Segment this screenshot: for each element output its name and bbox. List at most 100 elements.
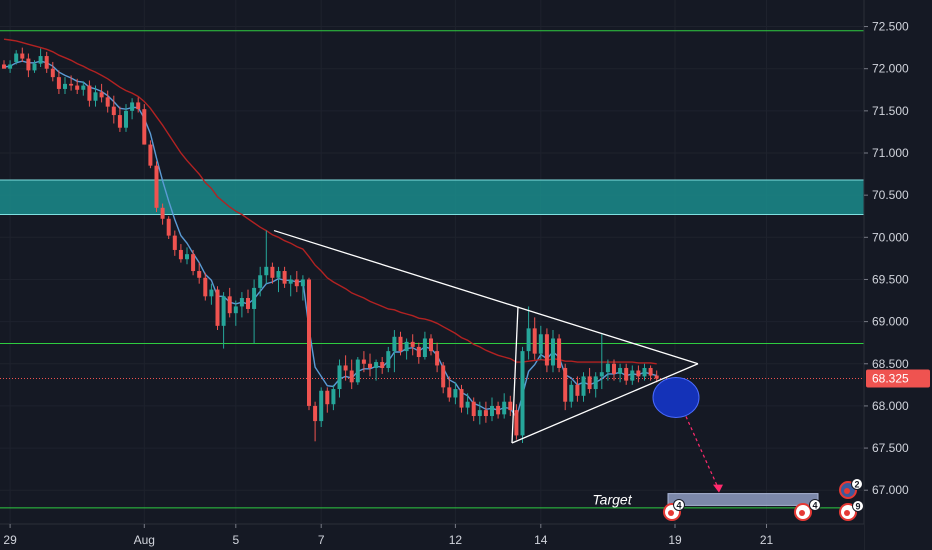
candle-body [374, 362, 379, 368]
y-tick-label: 69.500 [872, 272, 909, 286]
candle [75, 78, 80, 94]
candle [514, 404, 519, 440]
candle [307, 277, 311, 411]
candle [483, 401, 488, 423]
y-tick-label: 68.000 [872, 399, 909, 413]
event-markers: 4 4 9 2 [663, 478, 864, 521]
x-tick-label: 29 [3, 533, 17, 547]
time-axis[interactable]: 29 Aug 5 7 12 14 19 21 [3, 524, 773, 547]
candle-body [282, 271, 287, 284]
price-axis[interactable]: 72.500 72.000 71.500 71.000 70.500 70.000 69.5… [864, 20, 909, 498]
candle [453, 382, 458, 405]
candle-body [502, 401, 507, 415]
event-marker-badge [673, 499, 685, 511]
projection-circle[interactable] [652, 376, 700, 418]
candle-body [569, 384, 574, 402]
candle [93, 85, 98, 107]
candle [26, 53, 31, 78]
candle [288, 275, 293, 297]
candle-body [441, 365, 446, 388]
event-marker[interactable]: 4 [663, 499, 685, 521]
candle-body [642, 367, 647, 377]
candle-body [355, 359, 360, 383]
candle [624, 363, 629, 385]
resistance-zone[interactable] [0, 179, 864, 215]
candle-body [636, 370, 641, 377]
candle-body [160, 207, 165, 219]
event-marker[interactable]: 9 [839, 500, 864, 521]
event-marker[interactable]: 2 [839, 478, 863, 499]
candle [593, 372, 598, 398]
candle-body [197, 271, 202, 278]
y-tick-label: 72.500 [872, 20, 909, 34]
triangle-lower-trendline[interactable] [511, 363, 699, 444]
candle [56, 70, 61, 94]
event-marker-dot [799, 510, 805, 516]
candle [422, 331, 427, 360]
candle [148, 140, 153, 169]
candle-body [294, 279, 299, 287]
candle-body [264, 266, 269, 276]
candle [221, 292, 226, 349]
candle-body [172, 235, 177, 250]
candle [276, 266, 281, 293]
y-tick-label: 69.000 [872, 315, 909, 329]
candle [368, 353, 372, 377]
candle-body [124, 110, 128, 128]
candle [599, 334, 604, 390]
candle-body [227, 296, 232, 314]
candle [551, 330, 555, 373]
candle-body [50, 68, 55, 78]
candle [605, 359, 610, 381]
candle-body [380, 362, 385, 368]
candle [416, 342, 421, 364]
event-marker[interactable]: 4 [794, 499, 821, 521]
candle-body [105, 97, 110, 107]
candle [459, 384, 464, 413]
candle-body [178, 249, 183, 260]
candle [81, 81, 86, 96]
y-tick-label: 67.000 [872, 483, 909, 497]
candle [142, 104, 147, 145]
candle-body [239, 298, 244, 307]
candle-body [130, 102, 135, 111]
candle-body [563, 367, 568, 402]
candle-body [435, 351, 440, 366]
candle [349, 359, 354, 390]
x-tick-label: 21 [760, 533, 774, 547]
candle [380, 357, 385, 374]
candle [648, 365, 653, 381]
event-marker-count: 4 [812, 501, 817, 511]
candle [130, 98, 135, 120]
candle [496, 401, 501, 419]
candle [447, 376, 452, 402]
candle [569, 380, 574, 408]
candle-body [258, 275, 263, 288]
event-marker-dot [668, 510, 674, 516]
resistance-zone-layer [0, 179, 864, 216]
triangle-left-edge[interactable] [511, 306, 519, 444]
target-box[interactable] [667, 493, 819, 506]
candle-body [361, 359, 366, 364]
candle-body [398, 336, 403, 352]
last-price-badge [866, 369, 930, 388]
candle-body [32, 63, 37, 71]
triangle-upper-trendline[interactable] [273, 229, 699, 365]
candle-body [166, 218, 171, 236]
candle [294, 271, 299, 293]
candle-body [221, 296, 226, 326]
candle [471, 397, 476, 422]
candle-body [142, 109, 147, 145]
candle-body [386, 351, 391, 368]
candle [337, 359, 342, 398]
event-marker-dot [844, 510, 850, 516]
candle [50, 61, 55, 82]
candle-body [154, 165, 159, 208]
candle-body [599, 372, 604, 377]
candle [160, 203, 165, 225]
candle [38, 48, 43, 68]
candle-body [508, 401, 513, 411]
event-marker-dot [844, 488, 850, 494]
candle [490, 397, 494, 422]
candle-body [551, 338, 555, 366]
